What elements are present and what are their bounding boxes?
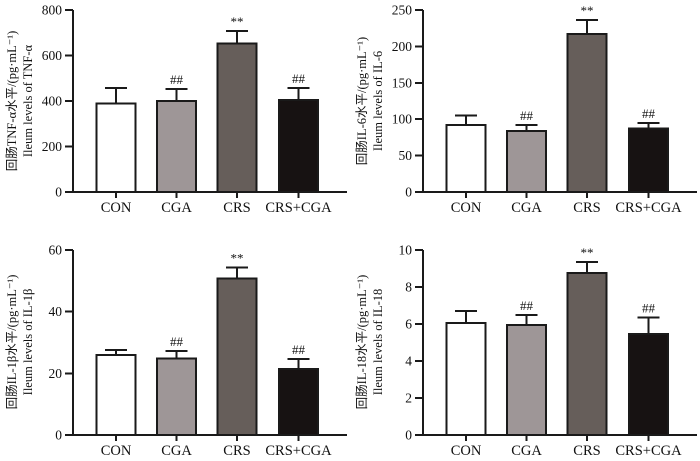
bar-crs — [566, 272, 608, 436]
x-axis-label-con: CON — [101, 200, 132, 216]
y-tick-label: 600 — [42, 48, 63, 63]
y-tick-label: 0 — [405, 428, 412, 443]
x-axis-label-crs-cga: CRS+CGA — [265, 443, 332, 459]
panel-il-6: 回肠IL-6水平/(pg·mL⁻¹) Ileum levels of IL-6 … — [350, 0, 700, 230]
panel-il-1beta: 回肠IL-1β水平/(pg·mL⁻¹) Ileum levels of IL-1… — [0, 230, 350, 461]
bar-con — [95, 353, 137, 436]
bar-crs — [566, 33, 608, 193]
significance-marker: ## — [170, 72, 184, 87]
bar-crs-cga — [628, 127, 669, 193]
x-axis-label-crs: CRS — [223, 443, 250, 459]
y-tick-label: 200 — [392, 39, 413, 54]
significance-marker: ** — [231, 14, 244, 29]
bar-crs — [216, 277, 258, 436]
bar-chart-il-18: 0 2 4 6 8 10 CON CGA ## CRS ** CRS+CGA ## — [399, 243, 697, 459]
bar-chart-il-6: 0 50 100 150 200 250 CON CGA ## CRS ** CRS+CGA ## — [392, 3, 697, 216]
significance-marker: ## — [642, 301, 656, 316]
y-tick-label: 40 — [49, 304, 63, 319]
significance-marker: ## — [292, 342, 306, 357]
y-tick-label: 10 — [399, 243, 413, 258]
bar-crs-cga — [278, 368, 319, 436]
y-tick-label: 0 — [55, 185, 62, 200]
y-tick-label: 8 — [405, 280, 412, 295]
y-tick-label: 200 — [42, 139, 63, 154]
y-tick-label: 6 — [405, 317, 412, 332]
y-tick-label: 4 — [405, 354, 412, 369]
y-tick-label: 250 — [392, 3, 413, 18]
significance-marker: ## — [520, 108, 534, 123]
x-axis-label-cga: CGA — [511, 443, 542, 459]
bar-con — [445, 124, 487, 193]
bar-chart-tnf-alpha: 0 200 400 600 800 CON CGA ## CRS ** CRS+CGA ## — [42, 3, 347, 216]
y-tick-label: 20 — [49, 366, 63, 381]
x-axis-label-cga: CGA — [161, 443, 192, 459]
significance-marker: ## — [170, 334, 184, 349]
y-tick-label: 0 — [405, 185, 412, 200]
bar-cga — [156, 357, 197, 437]
bar-crs-cga — [628, 333, 669, 436]
x-axis-label-cga: CGA — [511, 200, 542, 216]
x-axis-label-cga: CGA — [161, 200, 192, 216]
bar-cga — [506, 323, 547, 436]
x-axis-label-con: CON — [101, 443, 132, 459]
panel-tnf-alpha: 回肠TNF-α水平/(pg·mL⁻¹) Ileum levels of TNF-… — [0, 0, 350, 230]
y-tick-label: 0 — [55, 428, 62, 443]
y-tick-label: 2 — [405, 391, 412, 406]
bar-con — [95, 102, 137, 193]
x-axis-label-con: CON — [451, 200, 482, 216]
bar-crs — [216, 42, 258, 193]
x-axis-label-crs-cga: CRS+CGA — [615, 443, 682, 459]
y-tick-label: 50 — [399, 148, 413, 163]
bar-con — [445, 322, 487, 436]
bar-crs-cga — [278, 99, 319, 193]
y-tick-label: 100 — [392, 112, 413, 127]
significance-marker: ## — [642, 106, 656, 121]
significance-marker: ** — [581, 245, 594, 260]
bar-chart-il-1beta: 0 20 40 60 CON CGA ## CRS ** CRS+CGA ## — [49, 243, 347, 459]
x-axis-label-con: CON — [451, 443, 482, 459]
significance-marker: ** — [231, 250, 244, 265]
bar-cga — [156, 99, 197, 193]
y-tick-label: 150 — [392, 75, 413, 90]
significance-marker: ## — [292, 71, 306, 86]
x-axis-label-crs: CRS — [573, 443, 600, 459]
x-axis-label-crs-cga: CRS+CGA — [265, 200, 332, 216]
x-axis-label-crs: CRS — [223, 200, 250, 216]
y-tick-label: 400 — [42, 94, 63, 109]
significance-marker: ## — [520, 298, 534, 313]
significance-marker: ** — [581, 3, 594, 18]
y-tick-label: 60 — [49, 243, 63, 258]
x-axis-label-crs-cga: CRS+CGA — [615, 200, 682, 216]
x-axis-label-crs: CRS — [573, 200, 600, 216]
y-tick-label: 800 — [42, 3, 63, 18]
panel-il-18: 回肠IL-18水平/(pg·mL⁻¹) Ileum levels of IL-1… — [350, 230, 700, 461]
bar-cga — [506, 129, 547, 194]
